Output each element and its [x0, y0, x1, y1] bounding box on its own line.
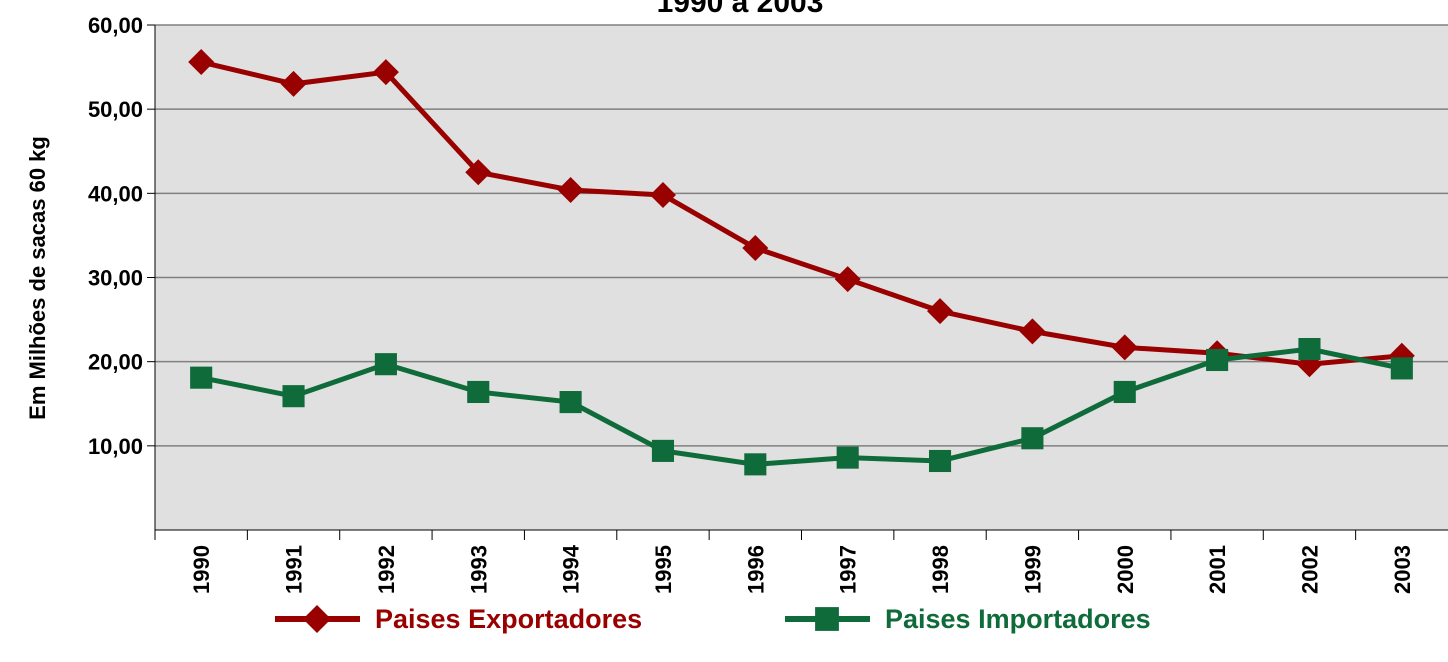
x-tick-label: 1996 [743, 545, 768, 594]
data-point [188, 49, 215, 76]
data-point [559, 391, 582, 414]
legend-label: Paises Importadores [885, 604, 1151, 634]
data-point [374, 353, 397, 376]
x-tick-label: 1993 [466, 545, 491, 594]
data-point [282, 385, 305, 408]
legend-marker [303, 605, 331, 633]
y-tick-label: 50,00 [88, 97, 143, 122]
data-point [557, 176, 584, 203]
data-point [651, 439, 675, 462]
legend-marker [815, 607, 839, 631]
x-tick-label: 1999 [1020, 545, 1045, 594]
x-tick-label: 1991 [282, 545, 307, 594]
data-point [649, 182, 676, 209]
y-tick-label: 30,00 [88, 266, 143, 291]
data-point [928, 449, 952, 473]
data-point [1111, 334, 1138, 361]
x-tick-label: 1994 [559, 544, 584, 594]
y-tick-label: 60,00 [88, 13, 143, 38]
data-point [1390, 357, 1413, 380]
series-line [200, 59, 1403, 367]
data-point [467, 380, 490, 404]
y-tick-label: 20,00 [88, 350, 143, 375]
data-point [465, 159, 492, 186]
x-tick-label: 2002 [1297, 545, 1322, 594]
data-point [927, 298, 954, 325]
data-point [744, 453, 767, 476]
x-tick-label: 2003 [1390, 545, 1415, 594]
x-tick-label: 2001 [1205, 545, 1230, 594]
data-point [836, 446, 859, 469]
legend-label: Paises Exportadores [375, 604, 642, 634]
x-tick-label: 1995 [651, 545, 676, 594]
y-axis-label: Em Milhões de sacas 60 kg [25, 136, 50, 420]
x-tick-label: 1990 [189, 545, 214, 594]
data-point [280, 70, 307, 97]
x-tick-label: 2000 [1113, 545, 1138, 594]
data-point [1021, 427, 1044, 450]
x-tick-label: 1997 [836, 545, 861, 594]
series-line [200, 346, 1403, 467]
data-point [1206, 348, 1229, 372]
data-point [742, 235, 769, 262]
x-tick-label: 1998 [928, 545, 953, 594]
data-point [372, 59, 399, 86]
chart-title: 1990 a 2003 [657, 0, 824, 19]
data-point [1019, 318, 1046, 345]
data-point [834, 266, 861, 293]
data-point [1298, 337, 1321, 361]
data-point [190, 366, 213, 389]
data-point [1113, 380, 1136, 404]
y-tick-label: 10,00 [88, 434, 143, 459]
y-tick-label: 40,00 [88, 181, 143, 206]
x-tick-label: 1992 [374, 545, 399, 594]
